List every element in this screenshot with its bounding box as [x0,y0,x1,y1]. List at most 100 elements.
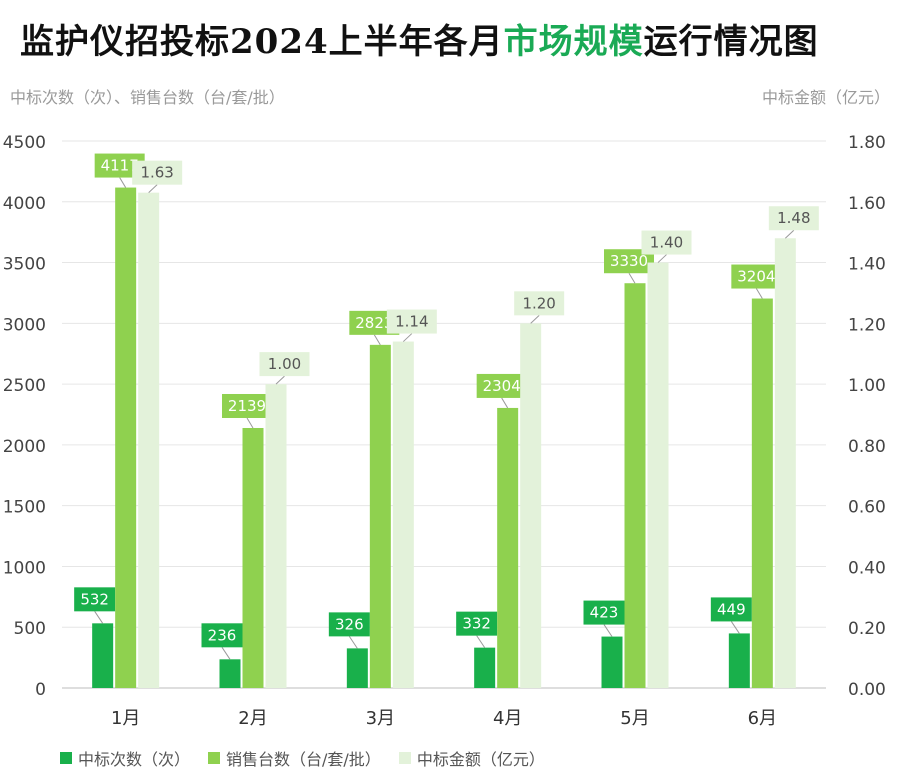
data-label-box [201,623,243,648]
x-tick-label: 2月 [238,708,267,729]
data-label-leader [657,254,667,263]
left-tick-label: 2500 [3,376,46,396]
data-label-leader [530,314,540,324]
data-label-bid-count: 423 [590,604,619,622]
data-label-bid-count: 449 [717,600,746,618]
right-axis-title: 中标金额（亿元） [761,88,890,107]
right-tick-label: 0.00 [848,680,886,700]
bar-bid-amount [265,384,287,688]
data-label-box [222,393,272,418]
data-label-leader [402,333,413,342]
left-tick-label: 3500 [3,255,46,275]
data-label-box [514,291,565,316]
data-label-sales-units: 3204 [737,268,775,286]
data-label-leader [476,635,486,648]
data-label-box [731,264,782,289]
data-label-bid-amount: 1.14 [395,313,428,331]
data-label-sales-units: 2304 [483,377,521,395]
data-label-box [328,612,370,637]
data-label-leader [730,621,740,634]
data-label-box [386,309,437,334]
left-tick-label: 500 [14,619,46,639]
data-label-box [768,206,819,231]
legend-item-sales-units: 销售台数（台/套/批） [208,746,381,770]
left-tick-label: 3000 [3,315,46,335]
data-label-bid-amount: 1.63 [140,164,173,182]
data-label-leader [246,417,254,429]
right-tick-label: 0.20 [848,619,886,639]
data-label-bid-count: 236 [208,626,237,644]
left-tick-label: 4000 [3,194,46,214]
right-tick-label: 1.40 [848,255,886,275]
data-label-bid-amount: 1.20 [522,294,555,312]
bar-sales-units [497,407,519,688]
data-label-box [74,587,116,612]
bar-sales-units [242,427,264,688]
data-label-sales-units: 4117 [101,157,139,175]
data-label-sales-units: 2139 [228,397,266,415]
bar-sales-units [369,344,391,688]
right-tick-label: 0.80 [848,437,886,457]
data-label-leader [148,184,158,194]
legend-swatch-bid-amount [398,752,411,764]
bar-bid-amount [392,341,414,688]
x-tick-label: 6月 [748,708,777,729]
bar-bid-amount [647,262,669,688]
data-label-box [476,373,527,398]
right-tick-label: 1.60 [848,194,886,214]
data-label-leader [628,272,636,284]
data-label-box [456,611,498,636]
left-tick-label: 1000 [3,558,46,578]
data-label-leader [603,624,613,637]
bar-bid-count [728,633,750,688]
legend-item-bid-count: 中标次数（次） [60,746,190,770]
right-tick-label: 1.80 [848,133,886,153]
title-highlight: 市场规模 [503,22,644,62]
legend-swatch-bid-count [60,752,72,764]
data-label-leader [275,375,285,385]
legend-label-bid-count: 中标次数（次） [78,750,191,769]
data-label-sales-units: 2823 [355,314,393,332]
title-prefix: 监护仪招投标2024上半年各月 [20,22,504,62]
data-label-bid-count: 332 [462,615,491,633]
data-label-leader [94,611,104,624]
bar-sales-units [751,298,773,688]
data-label-leader [348,636,358,649]
data-label-bid-count: 532 [80,590,109,608]
right-tick-label: 0.60 [848,498,886,518]
bar-sales-units [115,187,137,688]
data-label-leader [373,334,381,346]
data-label-bid-amount: 1.40 [650,234,683,252]
legend-item-bid-amount: 中标金额（亿元） [398,746,545,770]
right-tick-label: 1.20 [848,315,886,335]
data-label-bid-count: 326 [335,615,364,633]
data-label-leader [501,397,509,409]
bar-bid-count [219,659,241,688]
right-tick-label: 0.40 [848,558,886,578]
left-tick-label: 4500 [3,133,46,153]
bar-bid-count [601,636,623,688]
bar-bid-amount [520,323,542,688]
bar-bid-count [346,648,368,688]
x-tick-label: 1月 [111,708,140,729]
bar-sales-units [624,283,646,688]
bar-bid-count [474,647,496,688]
left-tick-label: 2000 [3,437,46,457]
x-tick-label: 3月 [366,708,395,729]
bar-bid-amount [138,192,160,688]
right-tick-label: 1.00 [848,376,886,396]
data-label-sales-units: 3330 [610,252,648,270]
chart-title: 监护仪招投标2024上半年各月市场规模运行情况图 [20,14,819,63]
left-tick-label: 1500 [3,498,46,518]
left-axis-title: 中标次数（次）、销售台数（台/套/批） [10,88,285,107]
bar-bid-count [92,623,114,688]
x-tick-label: 5月 [620,708,649,729]
data-label-leader [221,647,231,660]
legend: 中标次数（次） 销售台数（台/套/批） 中标金额（亿元） [60,746,545,770]
data-label-box [710,597,752,622]
data-label-box [641,230,692,255]
title-suffix: 运行情况图 [643,22,819,62]
data-label-leader [784,229,795,239]
bar-bid-amount [774,238,796,688]
